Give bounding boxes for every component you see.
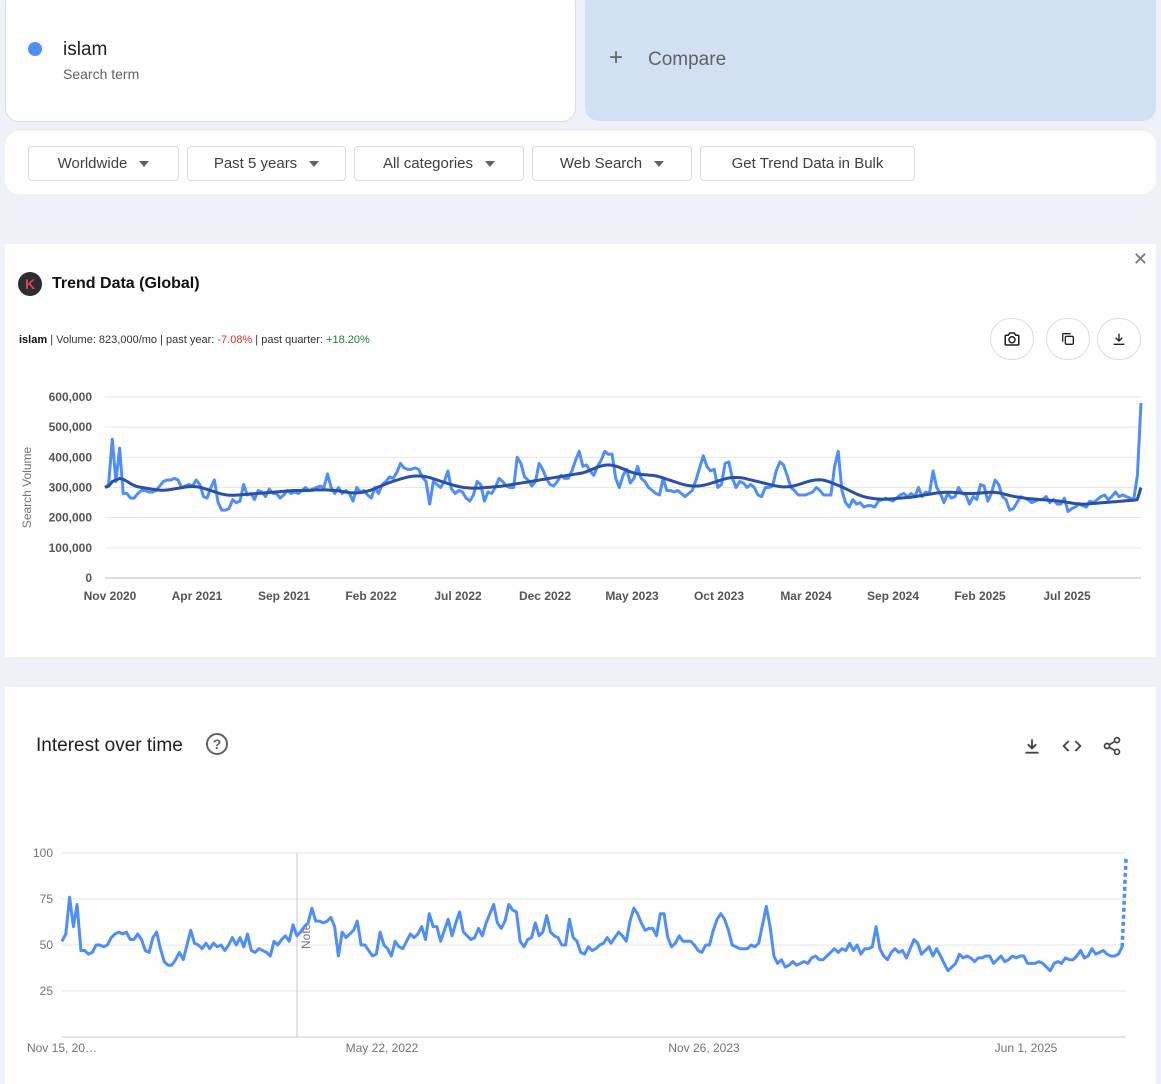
x-tick-label: May 2023 (605, 589, 659, 603)
screenshot-button[interactable] (990, 318, 1034, 360)
interest-title: Interest over time (36, 735, 183, 756)
share-icon[interactable] (1100, 734, 1124, 758)
y-tick-label: 500,000 (49, 420, 93, 434)
trend-data-title: Trend Data (Global) (52, 275, 200, 292)
category-label: All categories (382, 155, 474, 172)
x-tick-label: Nov 15, 20… (27, 1041, 97, 1055)
download-icon (1113, 333, 1125, 345)
plus-icon: + (609, 44, 624, 71)
y-tick-label: 50 (40, 938, 54, 952)
search-term-card[interactable]: islam Search term (5, 0, 576, 122)
x-tick-label: Nov 26, 2023 (668, 1041, 740, 1055)
category-dropdown[interactable]: All categories (354, 146, 524, 181)
x-tick-label: Dec 2022 (519, 589, 571, 603)
stats-keyword: islam (19, 334, 48, 346)
x-tick-label: Jul 2022 (434, 589, 482, 603)
stats-volume: Volume: 823,000/mo (56, 334, 158, 346)
y-axis-label: Search Volume (20, 446, 34, 528)
x-tick-label: Nov 2020 (84, 589, 137, 603)
interest-chart: 100 75 50 25 Note Nov 15, 20… May 22, 2022 Nov … (27, 846, 1128, 1055)
x-tick-label: Feb 2025 (954, 589, 1006, 603)
stats-past-year-label: past year: (166, 334, 215, 346)
close-icon[interactable]: ✕ (1132, 249, 1148, 269)
x-tick-label: Sep 2021 (258, 589, 310, 603)
search-type-dropdown[interactable]: Web Search (532, 146, 692, 181)
bulk-data-button[interactable]: Get Trend Data in Bulk (700, 146, 915, 181)
trend-volume-chart: 600,000 500,000 400,000 300,000 200,000 100,0… (20, 390, 1143, 603)
stats-past-quarter-value: +18.20% (326, 334, 370, 346)
x-tick-label: Oct 2023 (694, 589, 744, 603)
y-tick-label: 300,000 (49, 481, 93, 495)
search-term-name[interactable]: islam (63, 39, 108, 60)
compare-label: Compare (648, 49, 727, 70)
term-color-dot (28, 42, 42, 56)
copy-icon (1062, 333, 1074, 345)
x-tick-label: Sep 2024 (867, 589, 919, 603)
download-button[interactable] (1097, 318, 1141, 360)
y-tick-label: 75 (40, 892, 54, 906)
trend-stats: islam | Volume: 823,000/mo | past year: … (19, 334, 370, 346)
y-tick-label: 25 (40, 984, 54, 998)
x-tick-label: Jul 2025 (1043, 589, 1091, 603)
caret-down-icon (485, 160, 496, 167)
stats-past-year-value: -7.08% (217, 334, 253, 346)
stats-past-quarter-label: past quarter: (261, 334, 323, 346)
time-range-label: Past 5 years (213, 155, 298, 172)
x-tick-label: Feb 2022 (345, 589, 397, 603)
filter-bar: Worldwide Past 5 years All categories We… (5, 131, 1156, 194)
trend-data-card: ✕ K Trend Data (Global) islam | Volume: … (5, 244, 1156, 657)
bulk-data-label: Get Trend Data in Bulk (731, 155, 884, 172)
x-tick-label: Apr 2021 (172, 589, 223, 603)
caret-down-icon (139, 160, 150, 167)
volume-series-line (104, 402, 1143, 514)
camera-icon (1004, 332, 1020, 346)
copy-button[interactable] (1046, 318, 1090, 360)
k-logo-icon: K (18, 272, 42, 296)
interest-partial-segment (1120, 858, 1128, 947)
region-label: Worldwide (57, 155, 128, 172)
search-term-subtitle: Search term (63, 66, 140, 82)
interest-series-line (60, 895, 1124, 973)
caret-down-icon (654, 160, 665, 167)
y-tick-label: 600,000 (49, 390, 93, 404)
y-tick-label: 100 (33, 846, 53, 860)
compare-button[interactable]: + Compare (585, 0, 1156, 121)
trend-average-line (104, 463, 1143, 506)
x-tick-label: Mar 2024 (780, 589, 832, 603)
csv-download-icon[interactable] (1020, 734, 1044, 758)
interest-over-time-card: Interest over time ? 100 75 50 25 Note Nov 15… (5, 687, 1156, 1084)
y-tick-label: 100,000 (49, 541, 93, 555)
y-tick-label: 0 (85, 571, 92, 585)
embed-code-icon[interactable] (1060, 734, 1084, 758)
y-tick-label: 400,000 (49, 450, 93, 464)
x-tick-label: May 22, 2022 (346, 1041, 419, 1055)
region-dropdown[interactable]: Worldwide (28, 146, 179, 181)
help-icon[interactable]: ? (206, 733, 228, 755)
x-tick-label: Jun 1, 2025 (995, 1041, 1058, 1055)
y-tick-label: 200,000 (49, 511, 93, 525)
time-range-dropdown[interactable]: Past 5 years (187, 146, 346, 181)
search-type-label: Web Search (559, 155, 643, 172)
note-marker-label: Note (299, 923, 313, 949)
caret-down-icon (309, 160, 320, 167)
